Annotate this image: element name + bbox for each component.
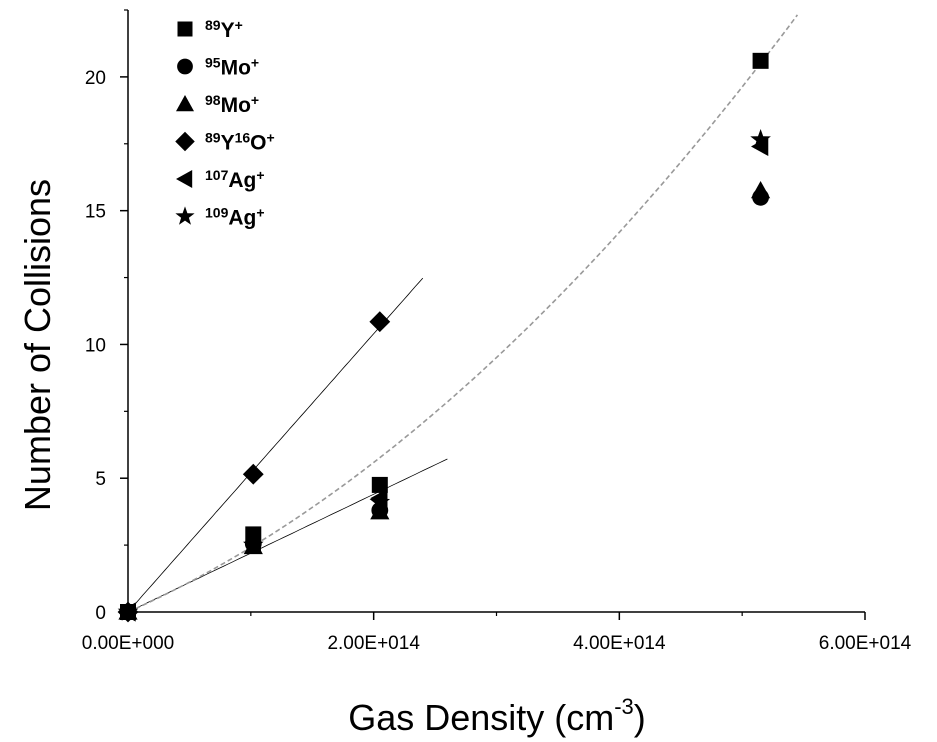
x-tick-label: 6.00E+014 — [819, 633, 912, 654]
point-diamond-2 — [369, 311, 391, 333]
legend-label: 109Ag+ — [205, 205, 265, 230]
point-star-2 — [369, 491, 391, 511]
y-tick-label: 10 — [85, 335, 106, 356]
point-star-1 — [243, 534, 264, 554]
data-markers — [117, 52, 771, 623]
legend-label: 89Y16O+ — [205, 130, 275, 155]
y-tick-label: 5 — [95, 469, 106, 490]
x-axis-title-end: ) — [634, 697, 646, 738]
point-star-0 — [117, 601, 139, 621]
x-axis-title: Gas Density (cm-3) — [348, 694, 646, 738]
x-axis-title-sup: -3 — [614, 694, 634, 719]
legend-marker-circle — [177, 58, 193, 75]
point-diamond-1 — [242, 463, 264, 485]
legend-marker-square — [177, 21, 193, 37]
legend-marker-triangle-up — [176, 95, 194, 112]
point-triangle-up-3 — [750, 181, 771, 199]
point-square-3 — [752, 52, 769, 69]
legend: 89Y+ 95Mo+ 98Mo+ 89Y16O+ 107Ag+ 109Ag+ — [175, 17, 275, 230]
legend-marker-diamond — [175, 131, 195, 152]
legend-label: 89Y+ — [205, 17, 243, 42]
legend-label: 98Mo+ — [205, 92, 259, 117]
point-triangle-up-2 — [370, 502, 390, 520]
fit-line-0 — [127, 277, 424, 613]
point-square-2 — [371, 476, 388, 493]
fit-line-2 — [127, 14, 799, 613]
point-star-3 — [750, 129, 771, 149]
legend-marker-star — [175, 206, 195, 225]
y-tick-label: 15 — [85, 202, 106, 223]
y-tick-label: 20 — [85, 68, 106, 89]
axes: 0.00E+000 2.00E+014 4.00E+014 6.00E+014 0 5 10… — [82, 9, 912, 654]
x-tick-label: 0.00E+000 — [82, 633, 174, 654]
legend-label: 95Mo+ — [205, 55, 259, 80]
legend-label: 107Ag+ — [205, 167, 265, 192]
fit-lines — [127, 14, 799, 613]
x-tick-label: 2.00E+014 — [327, 633, 420, 654]
y-tick-label: 0 — [95, 603, 106, 624]
legend-marker-triangle-left — [176, 170, 193, 188]
x-axis-title-main: Gas Density (cm — [348, 697, 614, 738]
fit-line-1 — [127, 458, 448, 613]
y-axis-title: Number of Collisions — [17, 179, 58, 511]
x-tick-label: 4.00E+014 — [573, 633, 666, 654]
